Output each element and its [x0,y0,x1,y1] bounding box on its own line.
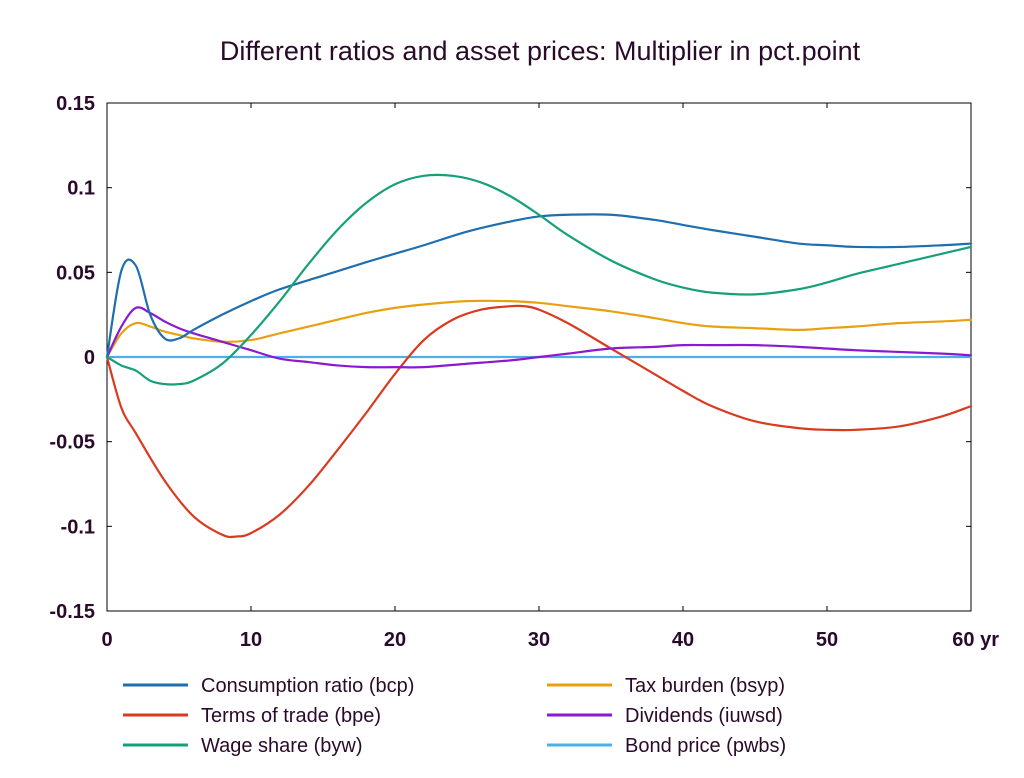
series-line-1 [105,304,973,539]
series-layer [105,173,973,539]
x-tick-label: 50 [816,629,838,651]
series-line-2 [105,173,973,386]
x-tick-label: 40 [672,629,694,651]
y-tick-label: -0.05 [49,432,95,454]
x-tick-label: 30 [528,629,550,651]
y-tick-label: 0.05 [56,262,95,284]
legend-label-4: Dividends (iuwsd) [625,705,783,727]
legend-label-3: Tax burden (bsyp) [625,675,785,697]
y-tick-label: -0.1 [61,516,95,538]
legend-label-0: Consumption ratio (bcp) [201,675,414,697]
series-line-3 [105,299,973,359]
legend-label-5: Bond price (pwbs) [625,735,786,757]
legend: Consumption ratio (bcp) Terms of trade (b… [123,675,786,757]
y-axis: 0.15 0.1 0.05 0 -0.05 -0.1 -0.15 [49,93,971,623]
x-axis: 0 10 20 30 40 50 60 yr [101,103,999,651]
y-tick-label: 0 [84,347,95,369]
x-tick-label: 0 [101,629,112,651]
legend-label-1: Terms of trade (bpe) [201,705,381,727]
y-tick-label: 0.1 [67,178,95,200]
y-tick-label: -0.15 [49,601,95,623]
x-tick-label: 60 yr [952,629,999,651]
x-tick-label: 20 [384,629,406,651]
legend-label-2: Wage share (byw) [201,735,363,757]
chart-title: Different ratios and asset prices: Multi… [220,36,861,66]
series-line-0 [105,213,973,359]
series-line-4 [105,306,973,369]
y-tick-label: 0.15 [56,93,95,115]
x-tick-label: 10 [240,629,262,651]
